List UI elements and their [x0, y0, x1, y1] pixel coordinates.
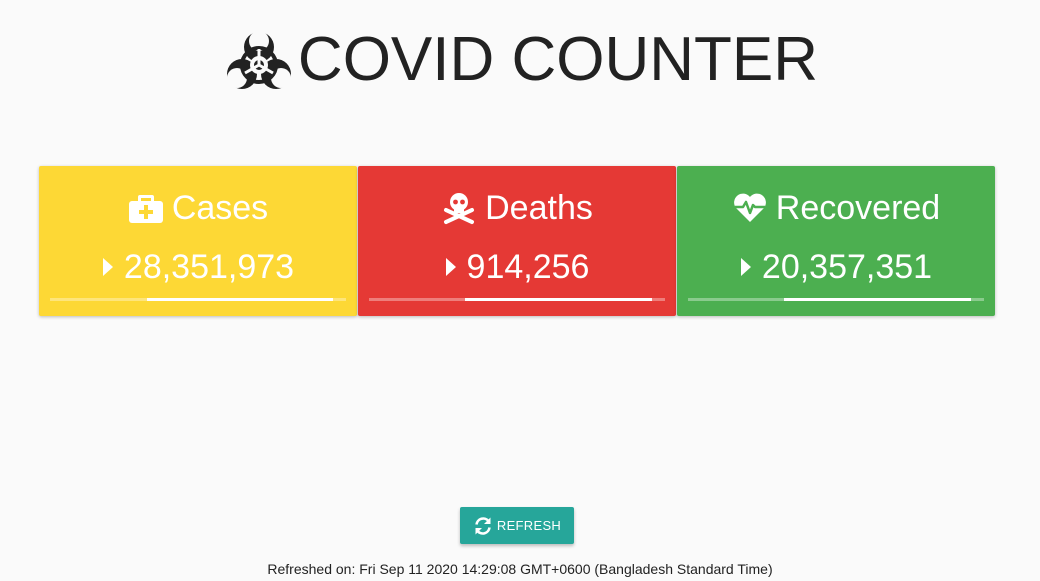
card-label: Deaths [485, 189, 593, 227]
recovered-count: 20,357,351 [761, 248, 933, 286]
card-value: 20,357,351 [677, 247, 995, 287]
header: COVID COUNTER [0, 22, 1040, 98]
skull-crossbones-icon [441, 191, 477, 225]
progress-bar [369, 298, 665, 301]
heartbeat-icon [732, 191, 768, 225]
medkit-icon [128, 191, 164, 225]
progress-fill [465, 298, 652, 301]
cases-count: 28,351,973 [123, 248, 295, 286]
stats-cards: Cases 28,351,973 [39, 166, 995, 316]
progress-bar [50, 298, 346, 301]
card-label: Recovered [775, 189, 941, 227]
card-value: 914,256 [358, 247, 676, 287]
caret-right-icon [740, 258, 751, 276]
sync-icon [475, 516, 491, 535]
page-title: COVID COUNTER [297, 25, 819, 94]
caret-right-icon [445, 258, 456, 276]
refresh-button[interactable]: REFRESH [460, 507, 574, 544]
card-header: Deaths [358, 188, 676, 228]
card-label: Cases [171, 189, 269, 227]
refreshed-timestamp: Refreshed on: Fri Sep 11 2020 14:29:08 G… [267, 561, 773, 577]
recovered-card: Recovered 20,357,351 [677, 166, 995, 316]
biohazard-icon [226, 31, 291, 89]
progress-fill [784, 298, 971, 301]
deaths-count: 914,256 [466, 248, 590, 286]
progress-bar [688, 298, 984, 301]
card-value: 28,351,973 [39, 247, 357, 287]
card-header: Recovered [677, 188, 995, 228]
progress-fill [147, 298, 333, 301]
card-header: Cases [39, 188, 357, 228]
deaths-card: Deaths 914,256 [358, 166, 676, 316]
cases-card: Cases 28,351,973 [39, 166, 357, 316]
caret-right-icon [102, 258, 113, 276]
refresh-label: REFRESH [496, 518, 562, 533]
